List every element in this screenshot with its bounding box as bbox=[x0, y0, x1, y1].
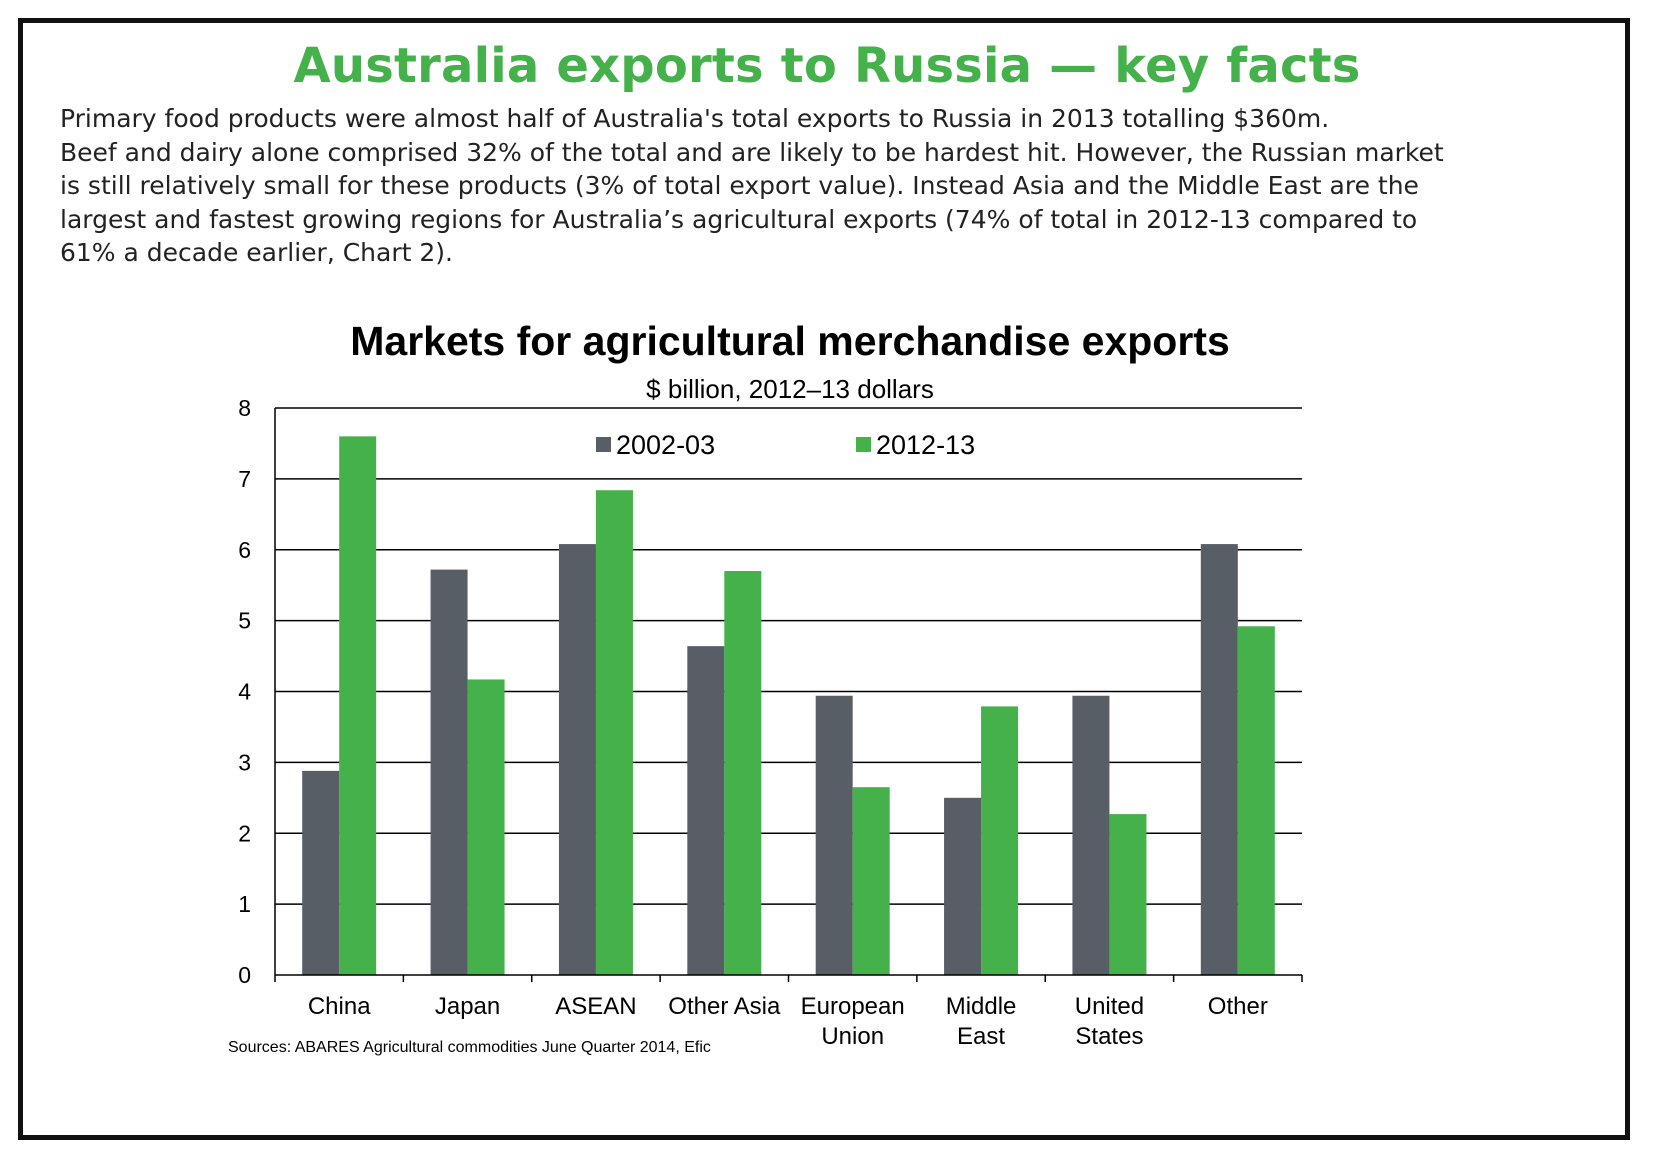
category-label: China bbox=[308, 993, 371, 1020]
legend-swatch bbox=[856, 437, 871, 452]
y-tick-label: 7 bbox=[238, 466, 251, 492]
intro-paragraph: Primary food products were almost half o… bbox=[60, 102, 1560, 270]
chart-title: Markets for agricultural merchandise exp… bbox=[350, 318, 1230, 364]
chart-subtitle: $ billion, 2012–13 dollars bbox=[646, 374, 934, 404]
category-label: Other Asia bbox=[668, 993, 781, 1020]
y-tick-label: 1 bbox=[238, 891, 251, 917]
category-label: Japan bbox=[435, 993, 500, 1020]
bar-2002-03 bbox=[687, 646, 725, 975]
bar-2012-13 bbox=[981, 706, 1019, 975]
bar-2012-13 bbox=[339, 436, 377, 976]
legend-label: 2002-03 bbox=[616, 430, 715, 460]
bar-2002-03 bbox=[430, 569, 468, 975]
legend-swatch bbox=[596, 437, 611, 452]
intro-line: Beef and dairy alone comprised 32% of th… bbox=[60, 137, 1444, 167]
intro-line: 61% a decade earlier, Chart 2). bbox=[60, 238, 453, 267]
source-note: Sources: ABARES Agricultural commodities… bbox=[228, 1039, 711, 1056]
y-tick-label: 3 bbox=[238, 749, 251, 775]
category-label: States bbox=[1075, 1023, 1143, 1050]
headline: Australia exports to Russia — key facts bbox=[293, 38, 1361, 94]
y-tick-label: 5 bbox=[238, 608, 251, 634]
intro-line: largest and fastest growing regions for … bbox=[60, 204, 1418, 234]
y-tick-label: 4 bbox=[238, 679, 251, 705]
bar-2002-03 bbox=[944, 797, 982, 975]
bar-2002-03 bbox=[302, 770, 340, 975]
intro-line: Primary food products were almost half o… bbox=[60, 104, 1330, 133]
bar-2012-13 bbox=[595, 490, 633, 975]
axes: 0 1 2 3 4 5 6 7 8 China Japan ASEAN Other Asia Europe… bbox=[238, 395, 1303, 1050]
bar-2012-13 bbox=[1237, 626, 1275, 975]
y-tick-label: 8 bbox=[238, 395, 251, 421]
bar-2002-03 bbox=[815, 695, 853, 975]
legend: 2002-03 2012-13 bbox=[596, 430, 975, 460]
y-tick-label: 0 bbox=[238, 962, 251, 988]
bar-2012-13 bbox=[467, 679, 505, 975]
y-tick-label: 2 bbox=[238, 820, 251, 846]
bar-2012-13 bbox=[724, 571, 762, 975]
category-label: Union bbox=[821, 1023, 884, 1050]
bar-2012-13 bbox=[1109, 814, 1147, 975]
bar-2012-13 bbox=[852, 787, 890, 975]
category-label: Other bbox=[1208, 993, 1268, 1020]
legend-label: 2012-13 bbox=[876, 430, 975, 460]
bars bbox=[302, 436, 1275, 976]
category-label: Middle bbox=[946, 993, 1017, 1020]
y-tick-label: 6 bbox=[238, 537, 251, 563]
category-label: United bbox=[1075, 993, 1144, 1020]
gridlines bbox=[275, 407, 1302, 905]
bar-2002-03 bbox=[1072, 695, 1110, 975]
category-label: European bbox=[801, 993, 905, 1020]
bar-2002-03 bbox=[1200, 544, 1238, 975]
category-label: East bbox=[957, 1023, 1005, 1050]
intro-line: is still relatively small for these prod… bbox=[60, 171, 1419, 200]
category-label: ASEAN bbox=[555, 993, 636, 1020]
bar-2002-03 bbox=[558, 544, 596, 975]
